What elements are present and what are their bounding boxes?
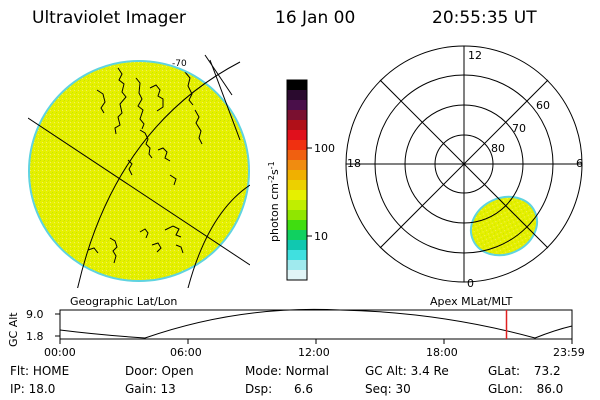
- auroral-oval-blob: [469, 195, 539, 257]
- gain-value: 13: [160, 382, 176, 396]
- earth-disk: [28, 60, 250, 282]
- mode-status: Mode: Normal: [245, 364, 329, 378]
- mlat-label-60: 60: [536, 99, 550, 112]
- gain-status: Gain: 13: [125, 382, 176, 396]
- colorbar-swatch: [287, 190, 307, 201]
- dsp-label: Dsp:: [245, 382, 273, 396]
- altitude-curve: [59, 308, 573, 339]
- mlt-label-12: 12: [468, 49, 482, 62]
- mode-label: Mode:: [245, 364, 282, 378]
- colorbar-swatch: [287, 180, 307, 191]
- gcalt-label: GC Alt:: [365, 364, 407, 378]
- seq-value: 30: [395, 382, 411, 396]
- colorbar-swatch: [287, 250, 307, 261]
- altitude-strip: 9.0 1.8 GC Alt: [7, 308, 573, 347]
- colorbar-unit-label: photon cm-2s-1: [267, 161, 281, 242]
- glon-label: GLon:: [488, 382, 523, 396]
- colorbar-swatch: [287, 140, 307, 151]
- gcalt-status: GC Alt: 3.4 Re: [365, 364, 449, 378]
- alt-xtick-marks: [59, 339, 573, 344]
- xtick-0600: 06:00: [170, 346, 202, 359]
- glat-label: GLat:: [488, 364, 521, 378]
- glon-value: 86.0: [536, 382, 564, 396]
- door-status: Door: Open: [125, 364, 194, 378]
- alt-tick-bottom: 1.8: [26, 330, 44, 343]
- colorbar-swatch: [287, 90, 307, 101]
- seq-label: Seq:: [365, 382, 392, 396]
- mlat-label-70: 70: [512, 122, 526, 135]
- colorbar-tick-100: 100: [314, 142, 335, 155]
- gcalt-value: 3.4 Re: [410, 364, 449, 378]
- glat-status: GLat: 73.2: [488, 364, 561, 378]
- colorbar-swatch: [287, 120, 307, 131]
- xtick-1200: 12:00: [298, 346, 330, 359]
- colorbar-swatch: [287, 270, 307, 281]
- mlt-label-0: 0: [467, 277, 474, 290]
- mode-value: Normal: [285, 364, 329, 378]
- xtick-2359: 23:59: [553, 346, 585, 359]
- grid-label: -70: [172, 59, 187, 69]
- mlt-label-6: 6: [576, 157, 583, 170]
- flt-label: Flt:: [10, 364, 29, 378]
- colorbar-swatch: [287, 100, 307, 111]
- header-date: 16 Jan 00: [275, 8, 356, 28]
- mlat-label-80: 80: [491, 142, 505, 155]
- alt-tick-top: 9.0: [26, 308, 44, 321]
- header-time: 20:55:35 UT: [432, 8, 537, 28]
- polar-panel: 12 18 6 0 60 70 80: [345, 45, 583, 290]
- alt-ylabel: GC Alt: [7, 312, 20, 347]
- xtick-1800: 18:00: [426, 346, 458, 359]
- gain-label: Gain:: [125, 382, 157, 396]
- instrument-title: Ultraviolet Imager: [32, 8, 186, 28]
- dsp-status: Dsp: 6.6: [245, 382, 313, 396]
- colorbar-tick-10: 10: [314, 230, 328, 243]
- colorbar-swatches: [287, 80, 307, 281]
- colorbar-swatch: [287, 210, 307, 221]
- colorbar-swatch: [287, 200, 307, 211]
- geographic-caption: Geographic Lat/Lon: [70, 295, 177, 308]
- colorbar-swatch: [287, 220, 307, 231]
- coastlines: [87, 67, 203, 264]
- colorbar-swatch: [287, 240, 307, 251]
- seq-status: Seq: 30: [365, 382, 411, 396]
- flt-value: HOME: [32, 364, 70, 378]
- ip-value: 18.0: [28, 382, 56, 396]
- colorbar-swatch: [287, 170, 307, 181]
- apex-caption: Apex MLat/MLT: [430, 295, 513, 308]
- glon-status: GLon: 86.0: [488, 382, 563, 396]
- colorbar-swatch: [287, 260, 307, 271]
- flt-status: Flt: HOME: [10, 364, 69, 378]
- geographic-panel: -70: [28, 54, 250, 288]
- mlt-label-18: 18: [347, 157, 361, 170]
- door-label: Door:: [125, 364, 158, 378]
- glat-value: 73.2: [533, 364, 561, 378]
- svg-text:photon cm-2s-1: photon cm-2s-1: [267, 161, 281, 242]
- colorbar-swatch: [287, 150, 307, 161]
- lat-lon-grid: [28, 54, 250, 288]
- colorbar-swatch: [287, 110, 307, 121]
- colorbar-swatch: [287, 80, 307, 91]
- dsp-value: 6.6: [293, 382, 314, 396]
- ip-status: IP: 18.0: [10, 382, 55, 396]
- colorbar-swatch: [287, 160, 307, 171]
- colorbar-swatch: [287, 230, 307, 241]
- xtick-0000: 00:00: [44, 346, 76, 359]
- colorbar: 100 10 photon cm-2s-1: [267, 79, 335, 281]
- door-value: Open: [161, 364, 194, 378]
- ip-label: IP:: [10, 382, 25, 396]
- colorbar-swatch: [287, 130, 307, 141]
